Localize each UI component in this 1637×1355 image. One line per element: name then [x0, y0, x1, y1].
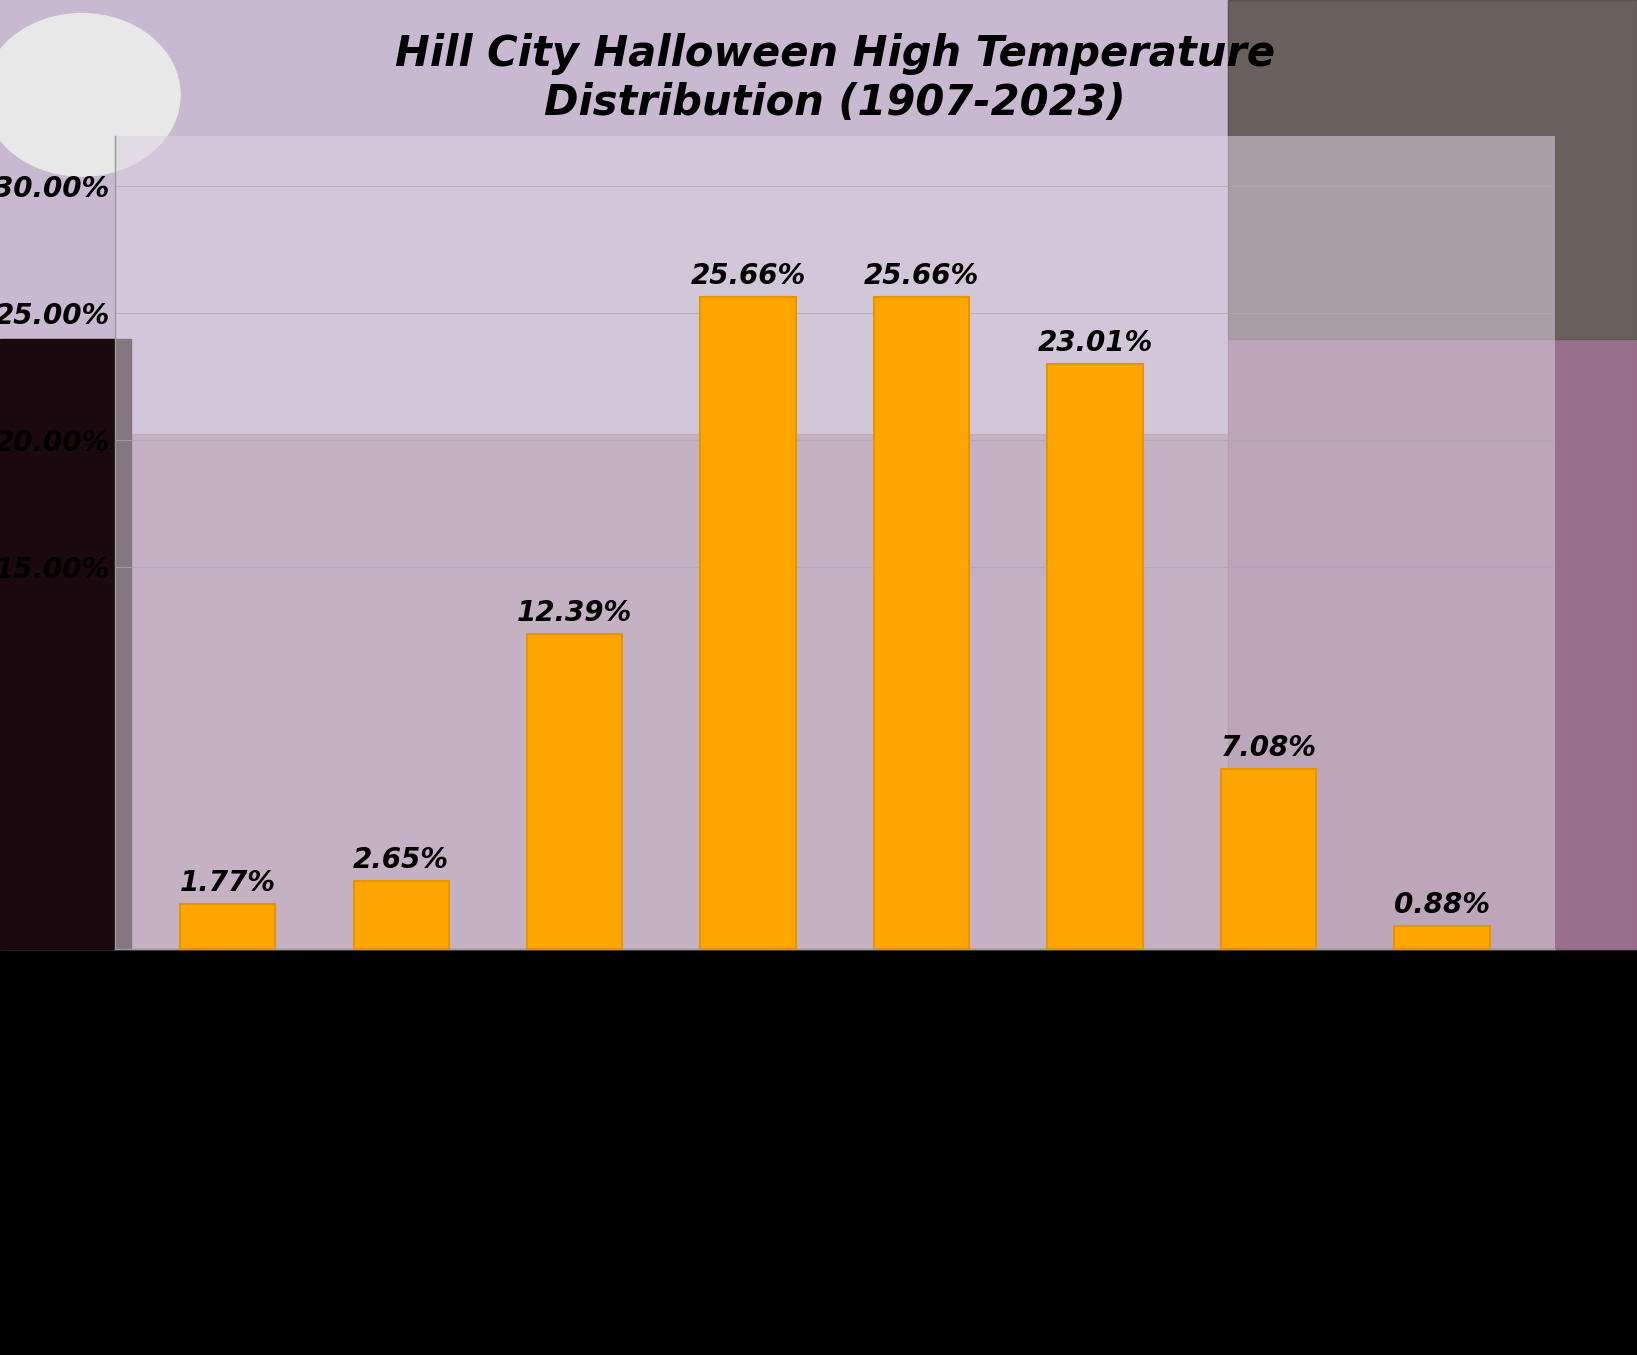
Circle shape	[0, 14, 180, 176]
Bar	[131, 434, 1228, 948]
Text: 23.01%: 23.01%	[1038, 329, 1152, 356]
Text: 25.66%: 25.66%	[864, 262, 979, 290]
Bar	[1221, 768, 1316, 948]
Bar	[527, 634, 622, 948]
Bar	[0, 948, 1637, 1355]
Bar	[1228, 0, 1637, 339]
Text: 7.08%: 7.08%	[1221, 733, 1316, 762]
Bar	[0, 339, 131, 948]
Text: 1.77%: 1.77%	[180, 869, 275, 897]
Text: 25.66%: 25.66%	[691, 262, 805, 290]
Bar	[354, 881, 449, 948]
Bar	[701, 297, 796, 948]
Bar	[1048, 364, 1143, 948]
Text: 12.39%: 12.39%	[517, 599, 632, 627]
Text: 0.88%: 0.88%	[1395, 892, 1490, 919]
Bar	[874, 297, 969, 948]
Title: Hill City Halloween High Temperature
Distribution (1907-2023): Hill City Halloween High Temperature Dis…	[395, 33, 1275, 123]
Bar	[180, 904, 275, 948]
Bar	[0, 0, 1637, 948]
Bar	[1228, 0, 1637, 948]
Bar	[1395, 927, 1490, 948]
Text: 2.65%: 2.65%	[354, 847, 449, 874]
